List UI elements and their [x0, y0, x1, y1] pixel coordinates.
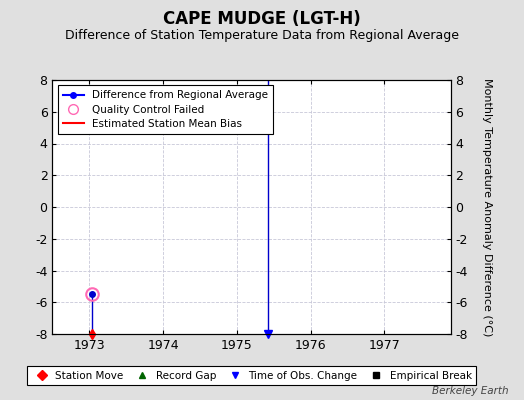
Legend: Station Move, Record Gap, Time of Obs. Change, Empirical Break: Station Move, Record Gap, Time of Obs. C…	[27, 366, 476, 385]
Y-axis label: Monthly Temperature Anomaly Difference (°C): Monthly Temperature Anomaly Difference (…	[482, 78, 492, 336]
Text: Berkeley Earth: Berkeley Earth	[432, 386, 508, 396]
Text: Difference of Station Temperature Data from Regional Average: Difference of Station Temperature Data f…	[65, 29, 459, 42]
Text: CAPE MUDGE (LGT-H): CAPE MUDGE (LGT-H)	[163, 10, 361, 28]
